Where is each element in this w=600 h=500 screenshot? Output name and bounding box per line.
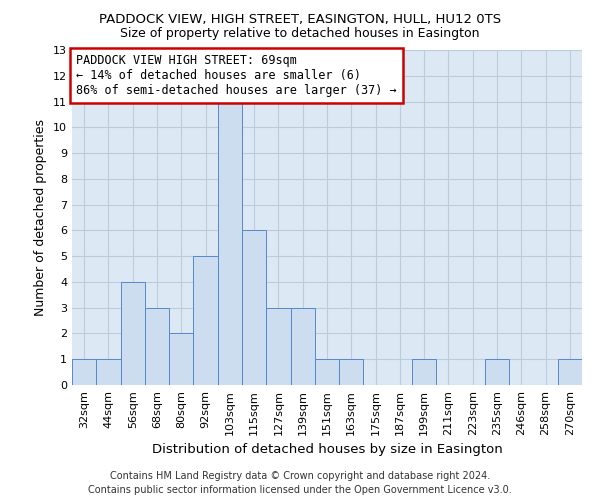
Text: PADDOCK VIEW HIGH STREET: 69sqm
← 14% of detached houses are smaller (6)
86% of : PADDOCK VIEW HIGH STREET: 69sqm ← 14% of… — [76, 54, 397, 97]
Bar — [412, 359, 436, 385]
Bar — [242, 230, 266, 385]
Bar — [339, 359, 364, 385]
Bar — [266, 308, 290, 385]
Bar — [145, 308, 169, 385]
Bar — [485, 359, 509, 385]
Bar — [218, 102, 242, 385]
Text: Contains HM Land Registry data © Crown copyright and database right 2024.
Contai: Contains HM Land Registry data © Crown c… — [88, 471, 512, 495]
Text: Size of property relative to detached houses in Easington: Size of property relative to detached ho… — [120, 28, 480, 40]
Y-axis label: Number of detached properties: Number of detached properties — [34, 119, 47, 316]
Bar — [290, 308, 315, 385]
Text: PADDOCK VIEW, HIGH STREET, EASINGTON, HULL, HU12 0TS: PADDOCK VIEW, HIGH STREET, EASINGTON, HU… — [99, 12, 501, 26]
Bar — [558, 359, 582, 385]
Bar — [169, 334, 193, 385]
Bar — [193, 256, 218, 385]
Bar — [315, 359, 339, 385]
Bar — [121, 282, 145, 385]
Bar — [96, 359, 121, 385]
X-axis label: Distribution of detached houses by size in Easington: Distribution of detached houses by size … — [152, 443, 502, 456]
Bar — [72, 359, 96, 385]
